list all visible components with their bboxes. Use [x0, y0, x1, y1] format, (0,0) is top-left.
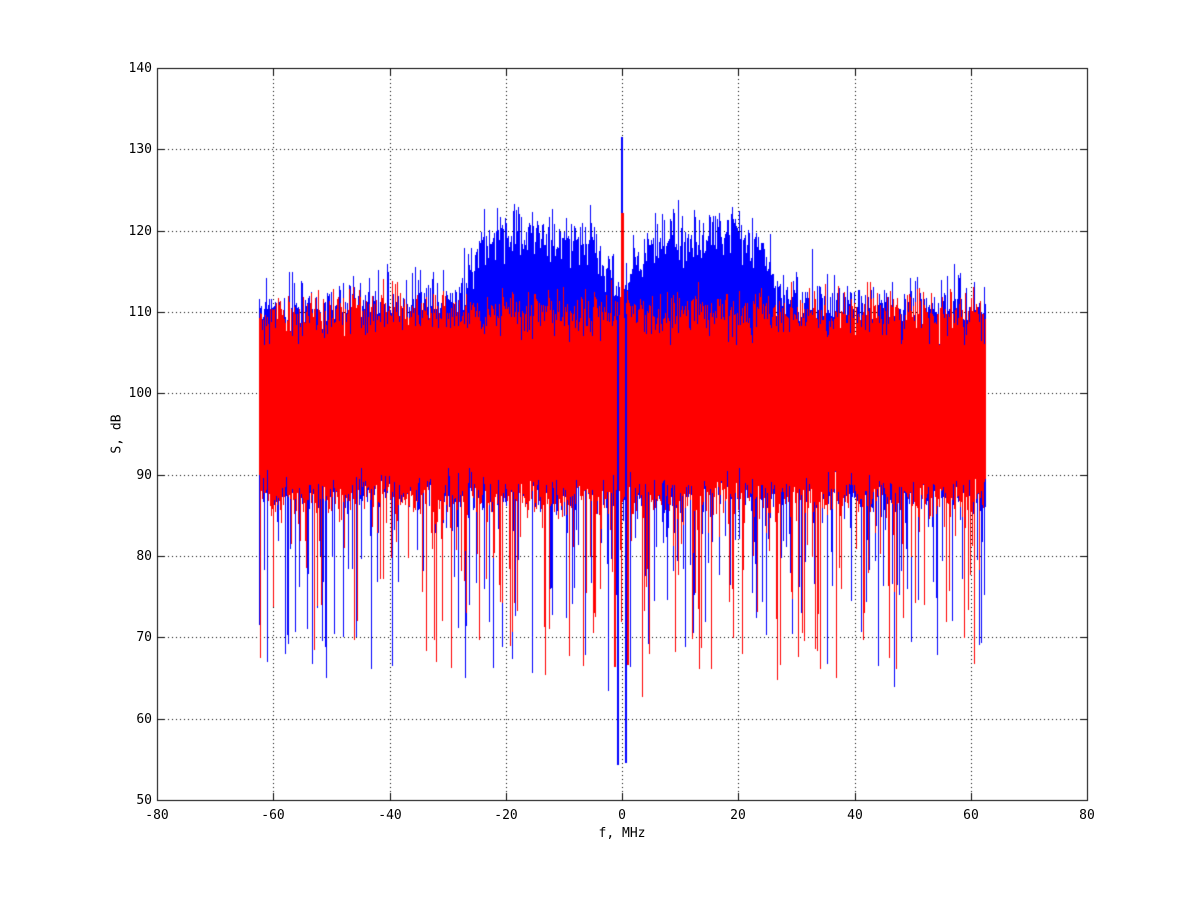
y-tick-label: 120 — [128, 224, 152, 239]
x-tick-label: -40 — [378, 808, 402, 823]
y-tick-label: 60 — [136, 712, 152, 727]
x-axis-label: f, MHz — [598, 826, 646, 841]
x-tick-label: 60 — [963, 808, 979, 823]
y-tick-label: 70 — [136, 630, 152, 645]
y-tick-label: 140 — [128, 61, 152, 76]
x-tick-label: -80 — [145, 808, 169, 823]
y-tick-label: 110 — [128, 305, 152, 320]
x-tick-label: 40 — [847, 808, 863, 823]
y-axis-label: S, dB — [109, 414, 125, 454]
x-tick-label: -20 — [494, 808, 518, 823]
y-tick-label: 80 — [136, 549, 152, 564]
y-tick-label: 90 — [136, 468, 152, 483]
y-tick-label: 130 — [128, 142, 152, 157]
x-tick-label: 80 — [1079, 808, 1095, 823]
x-tick-label: -60 — [261, 808, 285, 823]
x-tick-label: 0 — [618, 808, 626, 823]
x-tick-label: 20 — [730, 808, 746, 823]
y-tick-label: 50 — [136, 793, 152, 808]
y-tick-label: 100 — [128, 386, 152, 401]
